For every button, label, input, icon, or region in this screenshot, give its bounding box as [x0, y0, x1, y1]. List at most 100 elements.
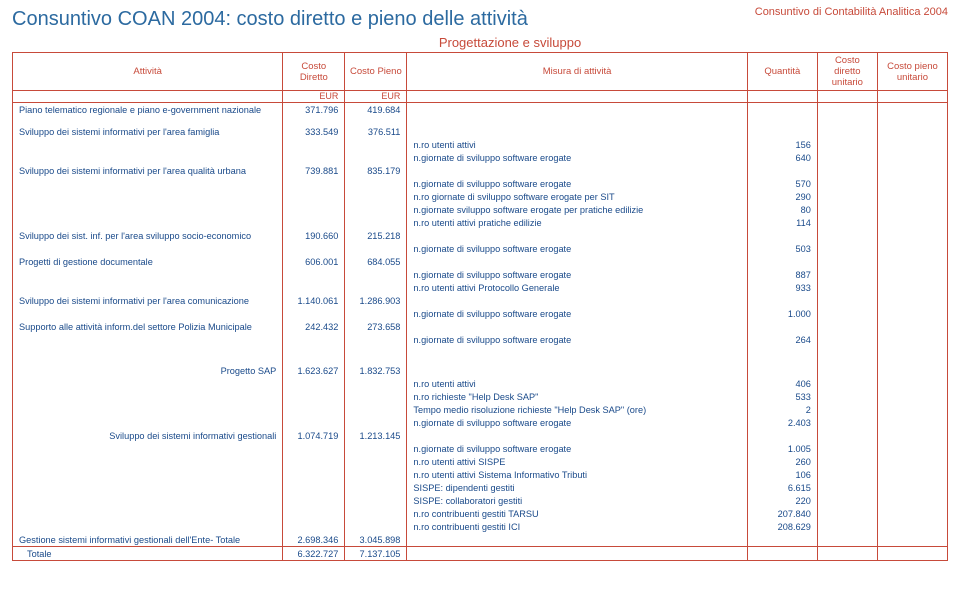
- activity-cell: [13, 138, 283, 151]
- activity-cell: [13, 468, 283, 481]
- costo-pieno-cell: [345, 455, 407, 468]
- quantita-cell: [747, 429, 817, 442]
- table-row: Progetti di gestione documentale606.0016…: [13, 255, 948, 268]
- costo-diretto-cell: [283, 468, 345, 481]
- misura-cell: n.giornate di sviluppo software erogate: [407, 333, 747, 346]
- cpu-cell: [877, 390, 947, 403]
- quantita-cell: 156: [747, 138, 817, 151]
- cdu-cell: [817, 151, 877, 164]
- table-row: [13, 355, 948, 364]
- cdu-cell: [817, 190, 877, 203]
- misura-cell: n.giornate di sviluppo software erogate: [407, 242, 747, 255]
- misura-cell: [407, 255, 747, 268]
- cpu-cell: [877, 151, 947, 164]
- misura-cell: n.ro utenti attivi: [407, 377, 747, 390]
- costo-diretto-cell: [283, 138, 345, 151]
- costo-diretto-cell: [283, 203, 345, 216]
- misura-cell: [407, 229, 747, 242]
- quantita-cell: 260: [747, 455, 817, 468]
- cdu-cell: [817, 294, 877, 307]
- activity-cell: Gestione sistemi informativi gestionali …: [13, 533, 283, 547]
- cpu-cell: [877, 103, 947, 117]
- misura-cell: n.ro contribuenti gestiti TARSU: [407, 507, 747, 520]
- costo-diretto-cell: [283, 377, 345, 390]
- cpu-cell: [877, 229, 947, 242]
- activity-cell: Progetti di gestione documentale: [13, 255, 283, 268]
- cpu-cell: [877, 268, 947, 281]
- table-row: n.ro utenti attivi406: [13, 377, 948, 390]
- misura-cell: n.ro utenti attivi Sistema Informativo T…: [407, 468, 747, 481]
- cpu-cell: [877, 281, 947, 294]
- quantita-cell: 503: [747, 242, 817, 255]
- costo-diretto-cell: 2.698.346: [283, 533, 345, 547]
- table-row: Gestione sistemi informativi gestionali …: [13, 533, 948, 547]
- quantita-cell: 2: [747, 403, 817, 416]
- cpu-cell: [877, 468, 947, 481]
- quantita-cell: [747, 255, 817, 268]
- table-row: Supporto alle attività inform.del settor…: [13, 320, 948, 333]
- costo-diretto-cell: [283, 403, 345, 416]
- cpu-cell: [877, 533, 947, 547]
- cpu-cell: [877, 242, 947, 255]
- table-row: Sviluppo dei sistemi informativi per l'a…: [13, 294, 948, 307]
- costo-diretto-cell: [283, 442, 345, 455]
- misura-cell: [407, 320, 747, 333]
- header-row: Attività Costo Diretto Costo Pieno Misur…: [13, 53, 948, 91]
- costo-diretto-cell: [283, 190, 345, 203]
- costo-pieno-cell: 1.832.753: [345, 364, 407, 377]
- cdu-cell: [817, 390, 877, 403]
- table-row: Sviluppo dei sist. inf. per l'area svilu…: [13, 229, 948, 242]
- total-label: Totale: [13, 547, 283, 561]
- cpu-cell: [877, 203, 947, 216]
- costo-diretto-cell: [283, 307, 345, 320]
- misura-cell: [407, 125, 747, 138]
- costo-diretto-cell: [283, 481, 345, 494]
- cpu-cell: [877, 442, 947, 455]
- activity-cell: [13, 403, 283, 416]
- table-row: n.ro contribuenti gestiti TARSU207.840: [13, 507, 948, 520]
- misura-cell: n.giornate di sviluppo software erogate: [407, 177, 747, 190]
- cpu-cell: [877, 333, 947, 346]
- quantita-cell: [747, 294, 817, 307]
- quantita-cell: 290: [747, 190, 817, 203]
- costo-diretto-cell: [283, 216, 345, 229]
- table-row: Sviluppo dei sistemi informativi per l'a…: [13, 164, 948, 177]
- costo-pieno-cell: [345, 468, 407, 481]
- costo-pieno-cell: [345, 377, 407, 390]
- costo-pieno-cell: [345, 281, 407, 294]
- quantita-cell: 933: [747, 281, 817, 294]
- costo-diretto-cell: 371.796: [283, 103, 345, 117]
- cpu-cell: [877, 255, 947, 268]
- misura-cell: n.giornate di sviluppo software erogate: [407, 268, 747, 281]
- costo-diretto-cell: [283, 151, 345, 164]
- total-blank: [877, 547, 947, 561]
- quantita-cell: 114: [747, 216, 817, 229]
- cdu-cell: [817, 442, 877, 455]
- activity-cell: [13, 268, 283, 281]
- table-row: n.ro richieste "Help Desk SAP"533: [13, 390, 948, 403]
- quantita-cell: 640: [747, 151, 817, 164]
- costo-diretto-cell: [283, 242, 345, 255]
- table-row: n.giornate di sviluppo software erogate2…: [13, 416, 948, 429]
- costo-pieno-cell: [345, 242, 407, 255]
- costo-pieno-cell: [345, 307, 407, 320]
- cdu-cell: [817, 268, 877, 281]
- eur-label-2: EUR: [345, 91, 407, 103]
- table-row: n.ro giornate di sviluppo software eroga…: [13, 190, 948, 203]
- misura-cell: n.giornate di sviluppo software erogate: [407, 151, 747, 164]
- cdu-cell: [817, 468, 877, 481]
- misura-cell: n.giornate di sviluppo software erogate: [407, 442, 747, 455]
- activity-cell: [13, 203, 283, 216]
- costo-diretto-cell: 333.549: [283, 125, 345, 138]
- costo-pieno-cell: 273.658: [345, 320, 407, 333]
- costo-diretto-cell: [283, 268, 345, 281]
- activity-cell: Sviluppo dei sistemi informativi per l'a…: [13, 294, 283, 307]
- cdu-cell: [817, 403, 877, 416]
- cdu-cell: [817, 203, 877, 216]
- table-row: [13, 116, 948, 125]
- cdu-cell: [817, 494, 877, 507]
- activity-cell: [13, 242, 283, 255]
- main-table: Attività Costo Diretto Costo Pieno Misur…: [12, 52, 948, 561]
- cpu-cell: [877, 403, 947, 416]
- cdu-cell: [817, 320, 877, 333]
